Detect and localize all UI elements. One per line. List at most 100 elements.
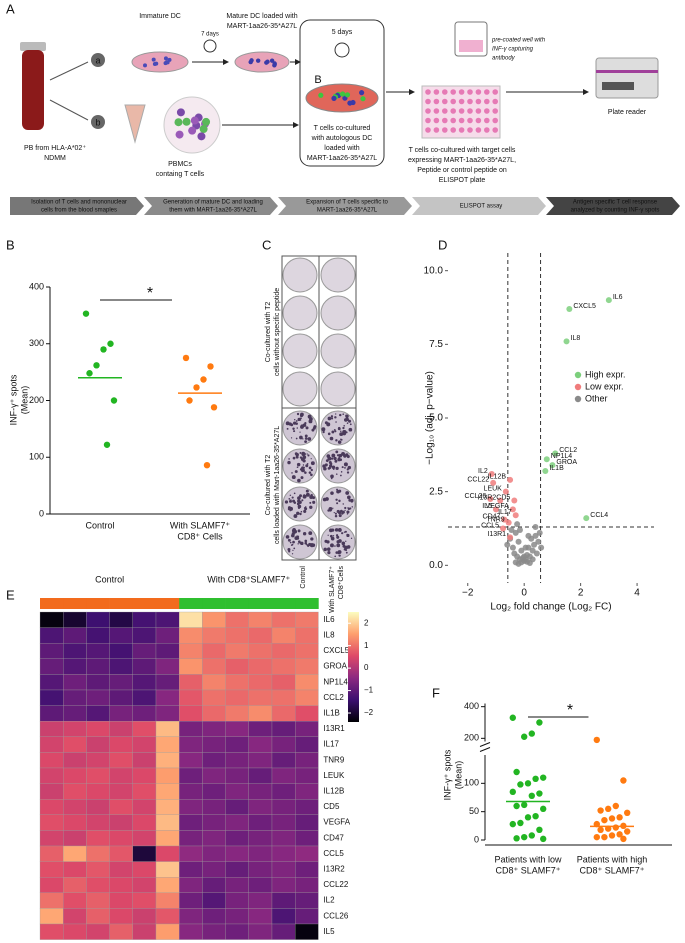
- plate-well: [442, 108, 448, 114]
- point-label: IL5: [482, 503, 492, 510]
- point: [509, 714, 516, 721]
- route-marker: [91, 115, 105, 129]
- spot: [299, 452, 302, 454]
- spot: [335, 413, 337, 415]
- heat-cell: [39, 736, 64, 753]
- step-label: cells from the blood smaples: [41, 208, 117, 214]
- spot: [335, 466, 339, 470]
- heat-cell: [202, 643, 226, 659]
- spot: [350, 499, 354, 503]
- plate-well: [467, 117, 473, 124]
- heat-cell: [248, 627, 273, 644]
- step-chevron: [144, 197, 278, 215]
- heat-cell: [202, 767, 226, 784]
- heat-cell: [225, 627, 249, 644]
- panel-label: C: [262, 237, 271, 252]
- tube-cap: [20, 42, 46, 51]
- spot: [299, 512, 302, 516]
- step-label: Expansion of T cells specific to: [306, 200, 388, 206]
- heat-cell: [295, 611, 319, 628]
- diagram-text: 5 days: [332, 29, 353, 36]
- spot: [287, 547, 291, 551]
- heat-cell: [202, 908, 226, 925]
- spot: [338, 489, 342, 493]
- spot: [304, 541, 308, 545]
- point: [529, 547, 536, 554]
- spot: [297, 529, 301, 533]
- point: [612, 824, 619, 831]
- point: [509, 788, 516, 796]
- spot: [349, 507, 352, 510]
- heat-cell: [63, 892, 87, 909]
- y-tick-label: 0: [39, 508, 44, 518]
- point: [512, 529, 519, 536]
- spot: [326, 547, 331, 551]
- heat-cell: [248, 611, 273, 628]
- cell: [143, 63, 148, 68]
- spot: [311, 428, 315, 432]
- point: [82, 310, 90, 317]
- heat-cell: [271, 611, 296, 628]
- plate-well: [433, 108, 440, 114]
- spot: [340, 438, 342, 441]
- heat-cell: [202, 611, 226, 628]
- spot: [300, 542, 304, 545]
- point: [504, 541, 511, 548]
- heat-cell: [86, 861, 110, 878]
- group-bar: [156, 598, 180, 609]
- point: [624, 809, 631, 816]
- row-label: CXCL5: [323, 646, 349, 655]
- legend-marker: [574, 383, 582, 391]
- heat-cell: [179, 752, 203, 769]
- spot: [345, 540, 347, 542]
- spot: [348, 427, 353, 432]
- point-label: CCL4: [590, 512, 608, 519]
- spot: [340, 474, 342, 477]
- spot: [299, 542, 302, 545]
- spot: [343, 425, 345, 427]
- plate-well: [492, 98, 499, 105]
- heat-cell: [202, 799, 226, 815]
- pbmc-zoom: [163, 96, 221, 154]
- heat-cell: [86, 736, 110, 753]
- heat-cell: [295, 752, 319, 769]
- heat-cell: [202, 752, 226, 769]
- point: [538, 544, 545, 551]
- heat-cell: [202, 814, 226, 831]
- heat-cell: [132, 877, 157, 893]
- spot: [344, 506, 347, 510]
- heat-cell: [86, 705, 110, 722]
- plate-well: [458, 89, 465, 95]
- diagram-text: B: [314, 74, 321, 86]
- spot: [336, 543, 341, 548]
- point-label: IL6: [613, 294, 623, 301]
- spot: [323, 467, 327, 471]
- heat-cell: [63, 814, 87, 831]
- point-label: CXCL5: [573, 303, 596, 310]
- plate-well: [467, 108, 473, 114]
- group-bar: [248, 598, 273, 609]
- heat-cell: [109, 674, 133, 691]
- cell: [154, 61, 159, 66]
- y-tick-label: 10.0: [424, 265, 444, 276]
- axis-break: [479, 742, 491, 747]
- row-label: IL17: [323, 740, 339, 749]
- heat-cell: [155, 721, 180, 737]
- spot: [304, 434, 308, 438]
- x-tick-label: 2: [578, 588, 584, 599]
- heat-cell: [295, 705, 319, 722]
- heat-cell: [132, 611, 157, 628]
- spot: [304, 506, 306, 509]
- spot: [300, 510, 303, 513]
- plate-well: [450, 117, 457, 124]
- point: [528, 730, 535, 737]
- column-label: CD8⁺Cells: [338, 566, 345, 600]
- heat-cell: [295, 877, 319, 893]
- diagram-text: loaded with: [324, 145, 360, 152]
- diagram-text: antibody: [492, 56, 516, 62]
- spot: [334, 459, 338, 463]
- heat-cell: [225, 643, 249, 659]
- plate-well: [475, 98, 482, 105]
- spot: [337, 440, 342, 444]
